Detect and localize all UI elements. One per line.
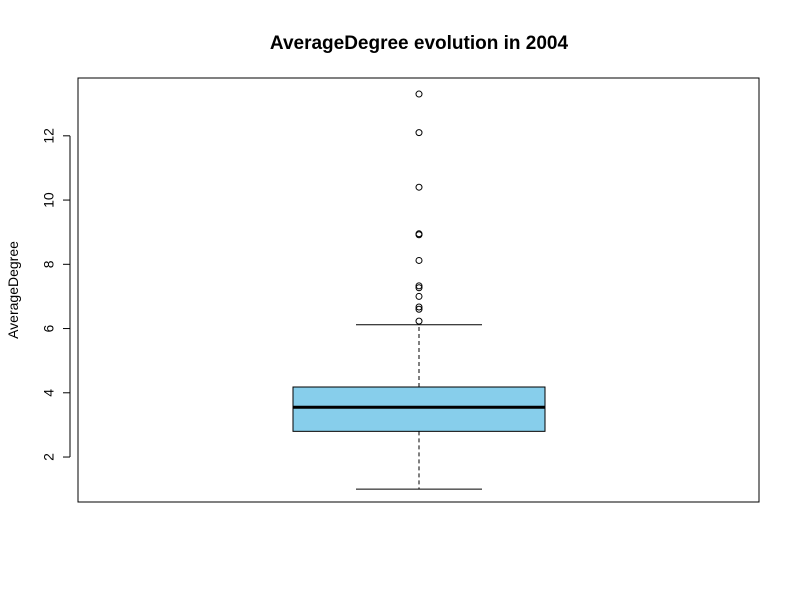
- outlier-point: [415, 284, 423, 292]
- y-tick-label: 2: [41, 453, 57, 461]
- outlier-point: [415, 305, 423, 313]
- y-axis-label: AverageDegree: [5, 241, 21, 339]
- outlier-point: [415, 230, 423, 238]
- y-tick-label: 6: [41, 324, 57, 332]
- plot-frame: [77, 77, 760, 503]
- y-tick-label: 4: [41, 389, 57, 397]
- y-axis: 2 4 6 8 10 12: [41, 128, 71, 461]
- y-tick-label: 10: [41, 192, 57, 208]
- box-plot: [292, 90, 546, 490]
- outlier-point: [415, 292, 423, 300]
- y-tick-label: 12: [41, 128, 57, 144]
- chart-title: AverageDegree evolution in 2004: [270, 33, 569, 54]
- outlier-point: [415, 256, 423, 264]
- y-tick-label: 8: [41, 260, 57, 268]
- outlier-point: [415, 90, 423, 98]
- outlier-point: [415, 282, 423, 290]
- outlier-point: [415, 129, 423, 137]
- outlier-point: [415, 303, 423, 311]
- interquartile-box: [292, 386, 546, 432]
- outlier-point: [415, 183, 423, 191]
- outlier-point: [415, 317, 423, 325]
